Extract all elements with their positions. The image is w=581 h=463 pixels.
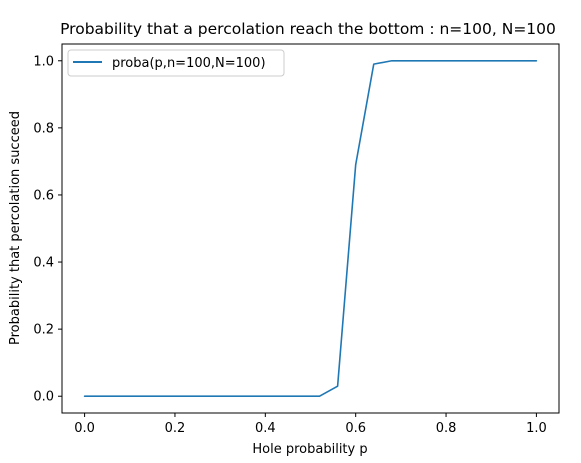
y-tick-label: 0.2 bbox=[33, 323, 54, 338]
legend-label: proba(p,n=100,N=100) bbox=[112, 56, 266, 71]
series-line bbox=[83, 59, 538, 398]
legend: proba(p,n=100,N=100) bbox=[67, 49, 285, 77]
y-tick-label: 0.0 bbox=[33, 390, 54, 405]
x-tick-label: 0.0 bbox=[74, 421, 95, 436]
legend-box bbox=[67, 49, 285, 77]
plot-frame bbox=[61, 43, 560, 414]
y-axis-label: Probability that percolation succeed bbox=[8, 111, 23, 345]
x-axis-label: Hole probability p bbox=[252, 442, 367, 457]
x-tick-label: 0.8 bbox=[436, 421, 457, 436]
x-tick-label: 0.6 bbox=[345, 421, 366, 436]
x-tick-label: 0.2 bbox=[165, 421, 186, 436]
x-axis-ticks: 0.0 0.2 0.4 0.6 0.8 1.0 bbox=[74, 413, 547, 436]
series-group bbox=[83, 59, 538, 398]
y-tick-label: 0.8 bbox=[33, 121, 54, 136]
y-tick-label: 0.6 bbox=[33, 188, 54, 203]
plot-area bbox=[61, 43, 560, 414]
x-tick-label: 0.4 bbox=[255, 421, 276, 436]
x-tick-label: 1.0 bbox=[526, 421, 547, 436]
y-tick-label: 0.4 bbox=[33, 256, 54, 271]
y-axis-ticks: 0.0 0.2 0.4 0.6 0.8 1.0 bbox=[33, 54, 62, 405]
y-tick-label: 1.0 bbox=[33, 54, 54, 69]
chart-title: Probability that a percolation reach the… bbox=[60, 20, 556, 38]
